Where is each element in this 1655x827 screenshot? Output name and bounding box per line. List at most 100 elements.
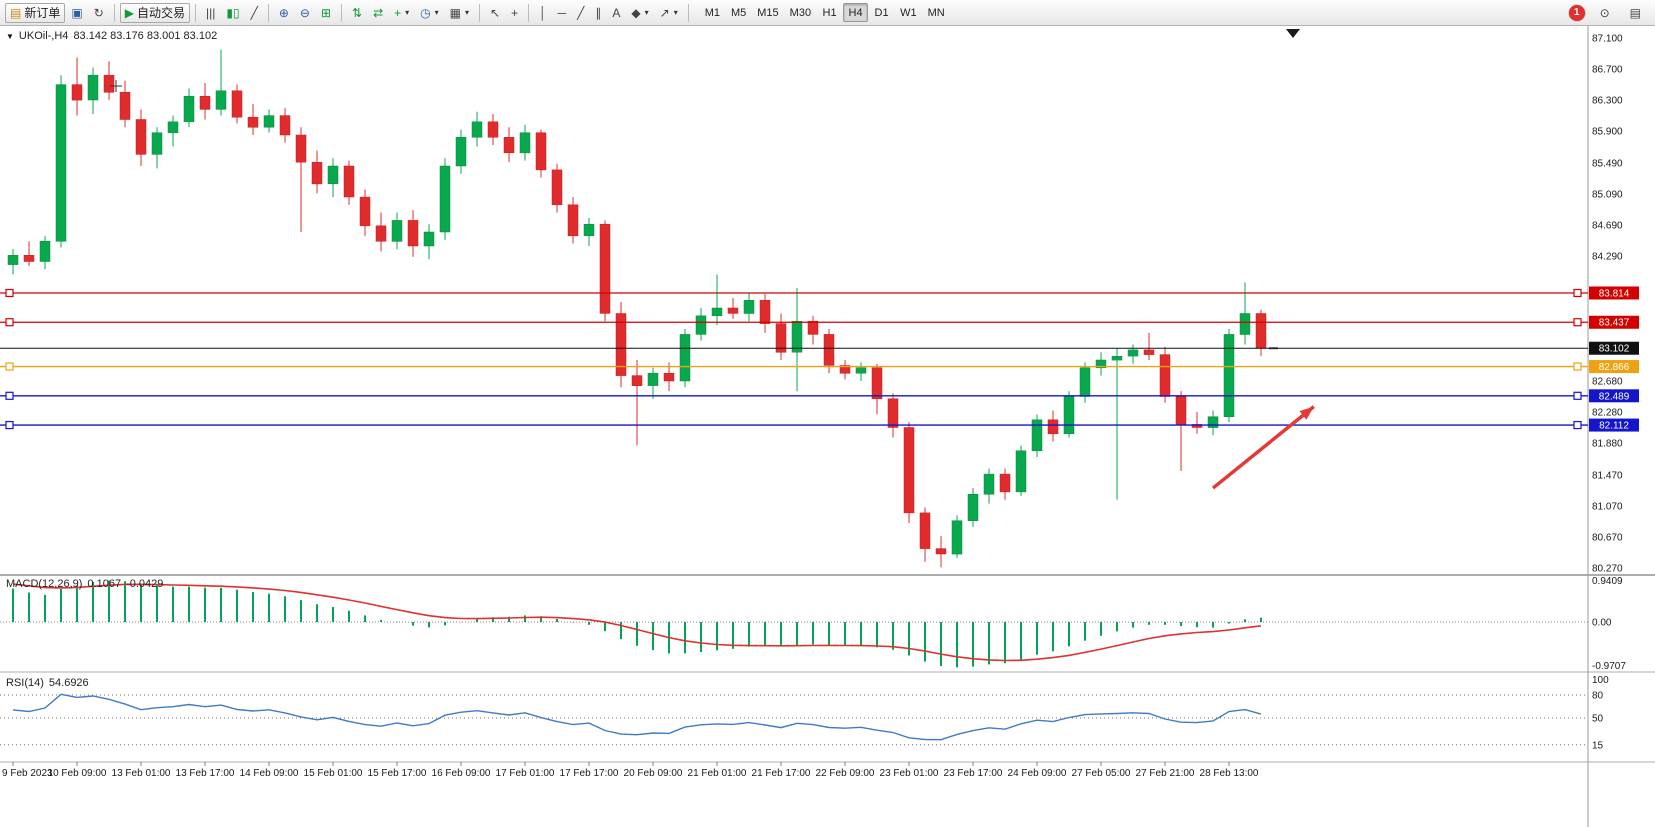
toolbar-right-group: 1 ⊙ ▤: [1568, 3, 1650, 23]
periods-button[interactable]: ◷ ▾: [415, 3, 444, 23]
symbol-dropdown-icon[interactable]: ▼: [6, 31, 14, 41]
line-handle: [5, 420, 14, 430]
bar-chart-button[interactable]: |||: [201, 3, 220, 23]
chart-canvas[interactable]: 87.100 86.700 86.300 85.900 85.490 85.090 84.6…: [0, 26, 1655, 827]
toolbar-separator: [528, 3, 530, 22]
trendline-tool-button[interactable]: ╱: [572, 3, 589, 23]
timeframe-M30[interactable]: M30: [785, 3, 816, 22]
arrows-tool-button[interactable]: ↗ ▾: [655, 3, 683, 23]
candlestick-chart-button[interactable]: ▮▯: [221, 3, 244, 23]
horizontal-line-tool-button[interactable]: ─: [553, 3, 572, 23]
line-chart-icon: ╱: [250, 5, 258, 20]
line-handle: [5, 362, 14, 371]
chart-ohlc-values: 83.142 83.176 83.001 83.102: [73, 30, 218, 42]
toolbar-separator: [113, 3, 115, 22]
crosshair-icon: +: [511, 5, 519, 20]
shapes-tool-button[interactable]: ◆ ▾: [626, 3, 653, 23]
svg-text:81.070: 81.070: [1592, 501, 1623, 512]
line-handle: [1573, 420, 1582, 430]
line-handle: [5, 391, 14, 400]
svg-text:9 Feb 2023: 9 Feb 2023: [2, 768, 53, 779]
svg-text:17 Feb 01:00: 17 Feb 01:00: [496, 768, 555, 779]
line-handle: [1573, 391, 1582, 400]
svg-text:82.489: 82.489: [1599, 391, 1630, 402]
svg-text:83.814: 83.814: [1599, 288, 1630, 299]
macd-value-signal: -0.0429: [126, 578, 164, 590]
svg-text:82.866: 82.866: [1599, 362, 1630, 373]
panels-button[interactable]: ▤: [1625, 3, 1646, 23]
svg-text:83.437: 83.437: [1599, 318, 1630, 329]
svg-text:15: 15: [1592, 740, 1604, 751]
refresh-button[interactable]: ↻: [89, 3, 109, 23]
new-order-icon: ▤: [10, 5, 22, 20]
timeframe-M1[interactable]: M1: [700, 3, 725, 22]
terminal-button[interactable]: ▣: [66, 3, 87, 23]
hline-resistance-2[interactable]: 83.437: [0, 315, 1639, 329]
timeframe-M15[interactable]: M15: [752, 3, 783, 22]
macd-value-main: 0.1067: [87, 578, 122, 590]
rsi-indicator-name: RSI(14): [6, 677, 44, 689]
strategy-tester-icon: ⇄: [373, 5, 384, 20]
macd-indicator-name: MACD(12,26,9): [6, 578, 83, 590]
new-order-label: 新订单: [24, 6, 61, 20]
toolbar-separator: [267, 3, 269, 22]
svg-text:28 Feb 13:00: 28 Feb 13:00: [1200, 768, 1259, 779]
svg-text:80.670: 80.670: [1592, 532, 1623, 543]
cursor-icon: ↖: [490, 5, 501, 20]
auto-trading-button[interactable]: ▶ 自动交易: [119, 2, 191, 23]
new-order-button[interactable]: ▤ 新订单: [5, 2, 66, 23]
trendline-icon: ╱: [577, 5, 585, 20]
svg-text:85.090: 85.090: [1592, 189, 1623, 200]
hline-support-1[interactable]: 82.489: [0, 389, 1639, 403]
price-axis[interactable]: 87.100 86.700 86.300 85.900 85.490 85.090 84.6…: [1592, 34, 1623, 575]
toolbar-separator: [341, 3, 343, 22]
zoom-out-button[interactable]: ⊖: [295, 3, 315, 23]
timeframe-H4[interactable]: H4: [843, 3, 869, 22]
add-indicator-button[interactable]: + ▾: [389, 3, 414, 23]
line-handle: [5, 288, 14, 298]
hline-support-2[interactable]: 82.112: [0, 418, 1639, 432]
hline-pivot-line[interactable]: 82.866: [0, 360, 1639, 374]
trend-arrow-annotation[interactable]: [1211, 405, 1315, 490]
svg-text:14 Feb 09:00: 14 Feb 09:00: [240, 768, 299, 779]
timeframe-toolbar: M1 M5 M15 M30 H1 H4 D1 W1 MN: [700, 3, 950, 22]
timeframe-W1[interactable]: W1: [895, 3, 922, 22]
svg-text:86.700: 86.700: [1592, 65, 1623, 76]
indicators-window-button[interactable]: ⇅: [347, 3, 367, 23]
templates-button[interactable]: ▦ ▾: [445, 3, 474, 23]
timeframe-H1[interactable]: H1: [817, 3, 842, 22]
line-chart-button[interactable]: ╱: [246, 3, 263, 23]
channel-tool-button[interactable]: ∥: [590, 3, 606, 23]
svg-text:27 Feb 21:00: 27 Feb 21:00: [1136, 768, 1195, 779]
vertical-line-tool-button[interactable]: │: [534, 3, 552, 23]
clock-icon: ◷: [420, 5, 431, 20]
svg-text:0.00: 0.00: [1592, 618, 1612, 629]
rsi-value: 54.6926: [48, 677, 89, 689]
text-tool-button[interactable]: A: [607, 3, 625, 23]
rsi-levels: [0, 694, 1588, 746]
strategy-tester-button[interactable]: ⇄: [368, 3, 388, 23]
timeframe-M5[interactable]: M5: [726, 3, 751, 22]
chart-frame: [0, 26, 1655, 827]
svg-text:13 Feb 01:00: 13 Feb 01:00: [112, 768, 171, 779]
zoom-in-button[interactable]: ⊕: [274, 3, 294, 23]
chart-shift-marker[interactable]: [1286, 29, 1300, 38]
text-tool-icon: A: [612, 5, 621, 20]
crosshair-tool-button[interactable]: +: [506, 3, 523, 23]
toolbar-separator: [195, 3, 197, 22]
timeframe-MN[interactable]: MN: [923, 3, 950, 22]
hline-resistance-1[interactable]: 83.814: [0, 286, 1639, 300]
line-handle: [1573, 362, 1582, 371]
notification-badge[interactable]: 1: [1568, 4, 1585, 21]
timeframe-D1[interactable]: D1: [869, 3, 894, 22]
svg-text:-0.9707: -0.9707: [1592, 661, 1626, 672]
search-button[interactable]: ⊙: [1595, 3, 1615, 23]
zoom-out-icon: ⊖: [299, 5, 310, 20]
macd-signal-line: [12, 583, 1262, 662]
svg-text:87.100: 87.100: [1592, 34, 1623, 45]
svg-text:24 Feb 09:00: 24 Feb 09:00: [1008, 768, 1067, 779]
tile-windows-button[interactable]: ⊞: [316, 3, 336, 23]
cursor-tool-button[interactable]: ↖: [485, 3, 505, 23]
